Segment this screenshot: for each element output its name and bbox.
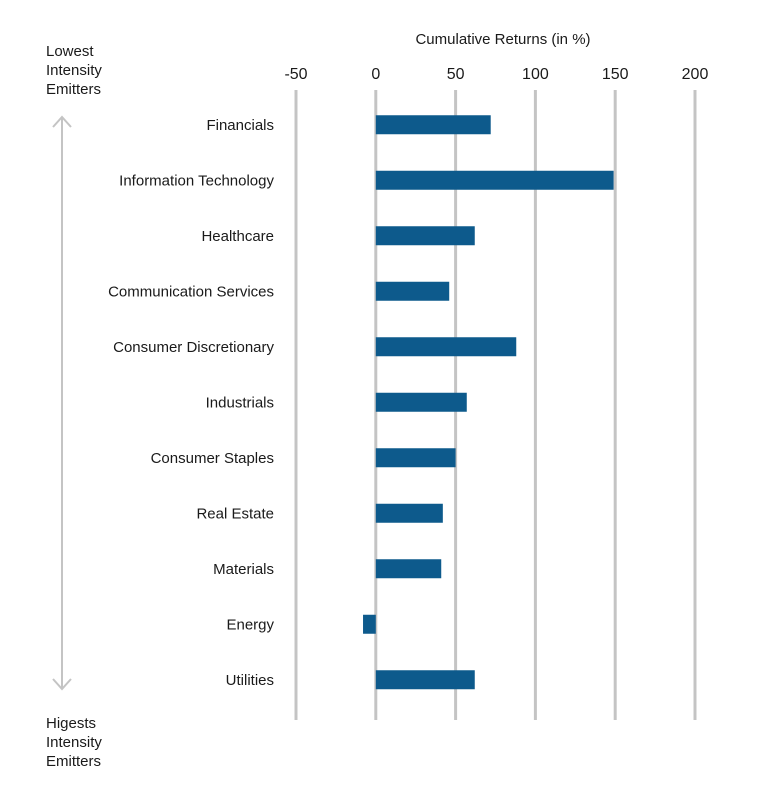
bottom-label-line-2: Intensity <box>46 734 102 751</box>
x-tick-label: 200 <box>682 66 709 83</box>
chart-title: Cumulative Returns (in %) <box>415 31 590 48</box>
bottom-label-line-3: Emitters <box>46 753 101 770</box>
top-label-line-1: Lowest <box>46 43 94 60</box>
intensity-arrow-icon <box>52 115 72 691</box>
x-tick-label: 100 <box>522 66 549 83</box>
category-label: Healthcare <box>201 228 274 245</box>
bottom-side-label: Higests Intensity Emitters <box>46 715 102 770</box>
bar <box>375 559 442 579</box>
x-tick-label: -50 <box>284 66 307 83</box>
category-label: Energy <box>226 616 274 633</box>
bar <box>375 670 475 690</box>
bar <box>363 614 376 634</box>
x-tick-label: 0 <box>371 66 380 83</box>
top-label-line-2: Intensity <box>46 62 102 79</box>
bar <box>375 170 614 190</box>
category-label: Consumer Staples <box>151 450 274 467</box>
x-tick-label: 50 <box>447 66 465 83</box>
x-tick-labels: -50 0 50 100 150 200 <box>284 66 708 83</box>
bars <box>363 115 614 690</box>
bar <box>375 337 517 357</box>
bar <box>375 226 475 246</box>
top-side-label: Lowest Intensity Emitters <box>46 43 102 98</box>
bar <box>375 503 443 523</box>
category-label: Consumer Discretionary <box>113 339 274 356</box>
category-label: Information Technology <box>119 172 274 189</box>
category-label: Utilities <box>226 672 274 689</box>
top-label-line-3: Emitters <box>46 81 101 98</box>
bottom-label-line-1: Higests <box>46 715 96 732</box>
category-label: Industrials <box>206 394 274 411</box>
category-label: Communication Services <box>108 283 274 300</box>
category-label: Financials <box>206 117 274 134</box>
x-tick-label: 150 <box>602 66 629 83</box>
category-label: Real Estate <box>196 505 274 522</box>
bar <box>375 281 450 301</box>
bar <box>375 392 467 412</box>
category-labels: Financials Information Technology Healthca… <box>108 117 274 689</box>
category-label: Materials <box>213 561 274 578</box>
bar <box>375 448 456 468</box>
bar <box>375 115 491 135</box>
